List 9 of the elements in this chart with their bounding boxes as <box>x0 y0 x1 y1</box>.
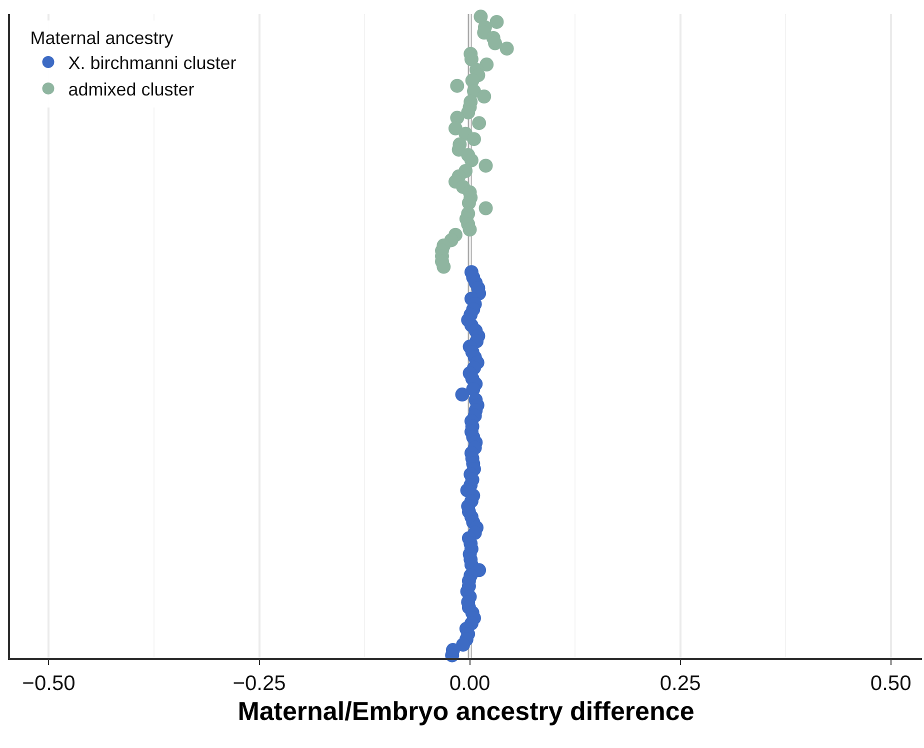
x-tick-label: −0.25 <box>232 672 286 695</box>
x-tick-label: 0.50 <box>870 672 912 695</box>
x-tick-label: 0.00 <box>449 672 490 695</box>
legend-label: admixed cluster <box>68 79 194 100</box>
legend-title: Maternal ancestry <box>30 28 174 48</box>
x-tick-label: −0.50 <box>22 672 76 695</box>
legend-label: X. birchmanni cluster <box>68 53 236 74</box>
x-tick-label: 0.25 <box>660 672 701 695</box>
x-axis-title: Maternal/Embryo ancestry difference <box>238 696 694 726</box>
